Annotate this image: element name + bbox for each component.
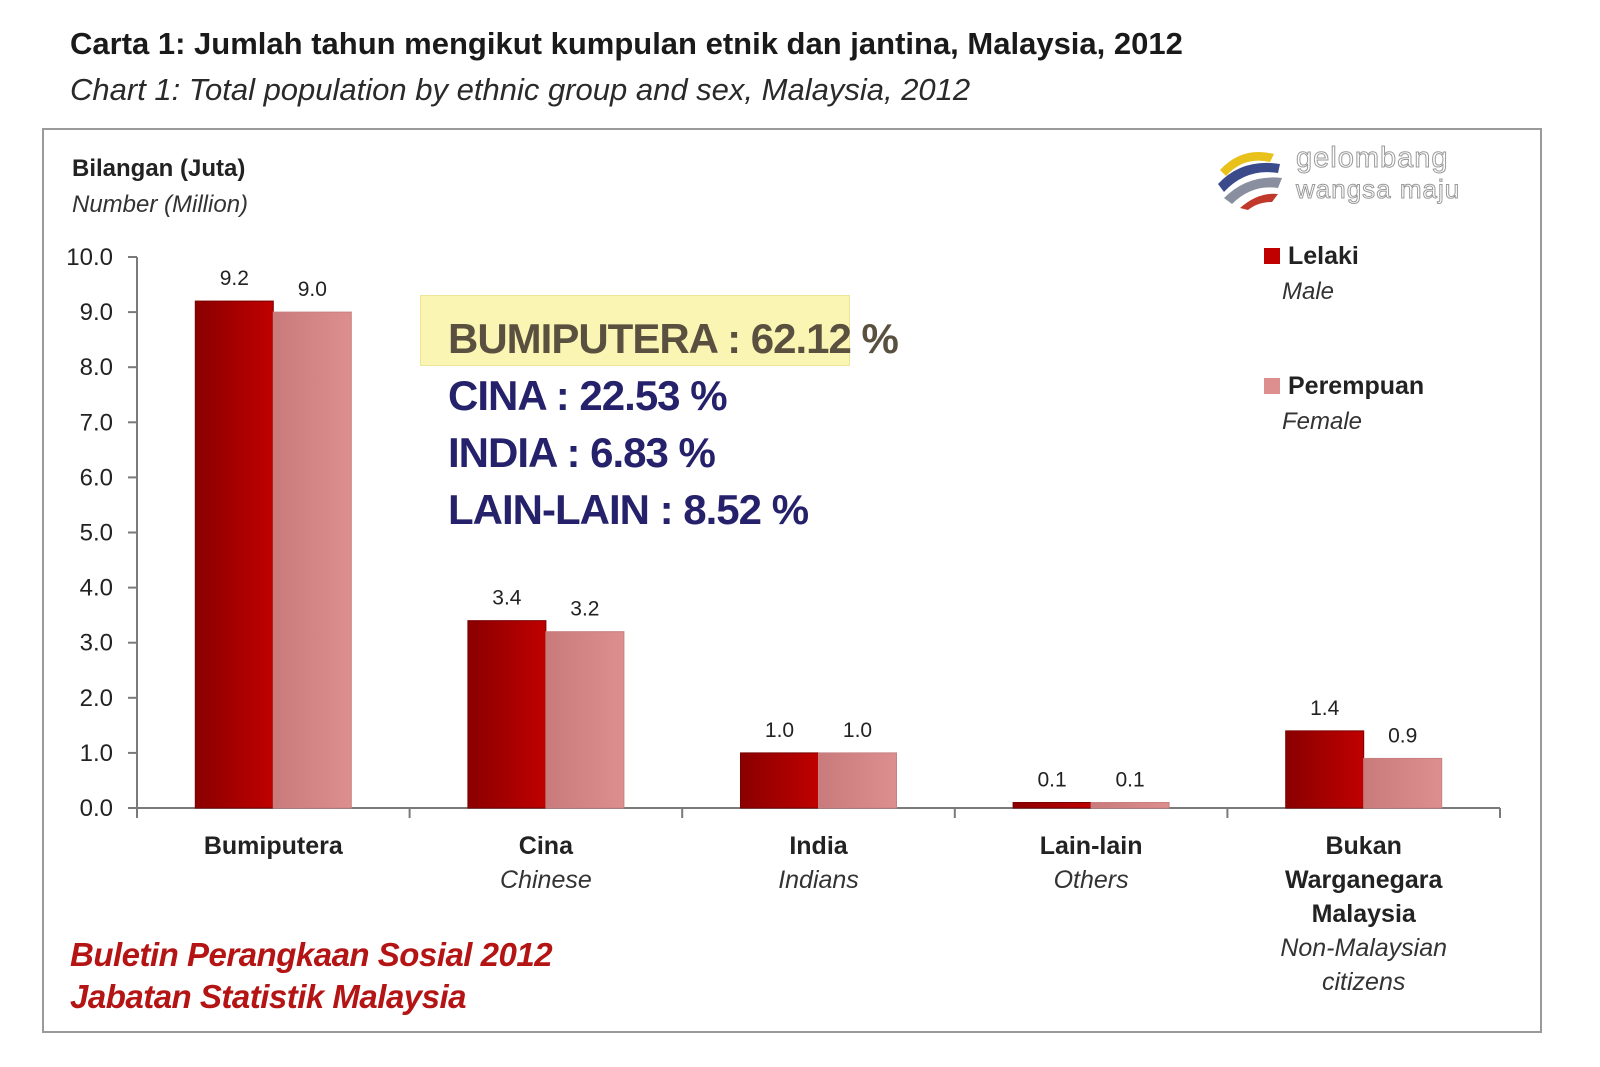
x-category-label: Cina <box>519 832 574 860</box>
x-category-label: India <box>789 832 848 860</box>
y-axis-label: Bilangan (Juta) <box>72 155 246 182</box>
bar-female <box>1363 757 1443 809</box>
bar-male <box>1012 801 1092 809</box>
data-label-female: 0.9 <box>1388 724 1417 747</box>
bar-male <box>467 620 547 809</box>
data-label-female: 0.1 <box>1115 768 1144 791</box>
y-tick-label: 6.0 <box>80 464 113 491</box>
share-line-india: INDIA : 6.83 % <box>448 429 716 476</box>
bar-female <box>1090 801 1170 809</box>
y-tick-label: 10.0 <box>66 244 113 271</box>
y-tick-label: 9.0 <box>80 299 113 326</box>
legend-label-male-english: Male <box>1282 278 1335 305</box>
bar-female <box>545 631 625 809</box>
data-label-female: 9.0 <box>298 278 327 301</box>
logo-text-line-2: wangsa maju <box>1295 174 1461 205</box>
source-note: Buletin Perangkaan Sosial 2012 Jabatan S… <box>70 934 553 1018</box>
bar-male <box>194 300 274 809</box>
data-label-female: 3.2 <box>570 598 599 621</box>
x-category-label-english: Chinese <box>500 866 592 894</box>
x-category-label: Warganegara <box>1285 866 1444 894</box>
x-category-label-english: citizens <box>1322 968 1405 996</box>
y-tick-label: 7.0 <box>80 409 113 436</box>
bar-male <box>740 752 819 809</box>
bar-male <box>1285 730 1365 809</box>
bar-female <box>272 311 352 809</box>
bumiputera-share-highlight <box>420 295 850 366</box>
legend-label-male: Lelaki <box>1288 242 1359 270</box>
y-tick-label: 2.0 <box>80 685 113 712</box>
ethnic-share-annotation: BUMIPUTERA : 62.12 % CINA : 22.53 % INDI… <box>448 310 899 538</box>
chart-title: Carta 1: Jumlah tahun mengikut kumpulan … <box>70 26 1183 61</box>
data-label-male: 3.4 <box>492 587 522 610</box>
chart-frame <box>42 128 1542 1033</box>
x-category-label-english: Others <box>1054 866 1129 894</box>
y-tick-label: 3.0 <box>80 630 113 657</box>
data-label-female: 1.0 <box>843 719 872 742</box>
y-axis-label-english: Number (Million) <box>72 191 249 218</box>
y-tick-label: 0.0 <box>80 795 113 822</box>
watermark-logo: gelombang wangsa maju <box>1212 140 1542 212</box>
logo-text-line-1: gelombang <box>1296 142 1449 175</box>
data-label-male: 1.4 <box>1310 697 1340 720</box>
data-label-male: 9.2 <box>220 267 249 290</box>
legend-swatch-male <box>1264 248 1280 264</box>
bar-female <box>818 752 897 809</box>
data-label-male: 0.1 <box>1037 768 1066 791</box>
x-category-label: Malaysia <box>1312 900 1417 928</box>
x-category-label: Lain-lain <box>1040 832 1143 860</box>
legend-swatch-female <box>1264 378 1280 394</box>
x-category-label-english: Indians <box>778 866 859 894</box>
y-tick-label: 4.0 <box>80 575 113 602</box>
gelombang-swirl-logo-icon <box>1216 143 1282 210</box>
legend-label-female-english: Female <box>1282 408 1363 435</box>
data-label-male: 1.0 <box>765 719 794 742</box>
x-category-label: Bukan <box>1325 832 1401 860</box>
share-line-lain-lain: LAIN-LAIN : 8.52 % <box>448 486 809 533</box>
source-line-1: Buletin Perangkaan Sosial 2012 <box>70 936 553 973</box>
y-tick-label: 5.0 <box>80 520 113 547</box>
share-line-cina: CINA : 22.53 % <box>448 372 728 419</box>
legend-label-female: Perempuan <box>1288 372 1425 400</box>
chart-subtitle: Chart 1: Total population by ethnic grou… <box>70 72 971 107</box>
x-category-label-english: Non-Malaysian <box>1280 934 1447 962</box>
y-tick-label: 1.0 <box>80 740 113 767</box>
share-line-bumiputera: BUMIPUTERA : 62.12 % <box>448 315 899 362</box>
source-line-2: Jabatan Statistik Malaysia <box>70 978 467 1015</box>
y-tick-label: 8.0 <box>80 354 113 381</box>
x-category-label: Bumiputera <box>204 832 344 860</box>
